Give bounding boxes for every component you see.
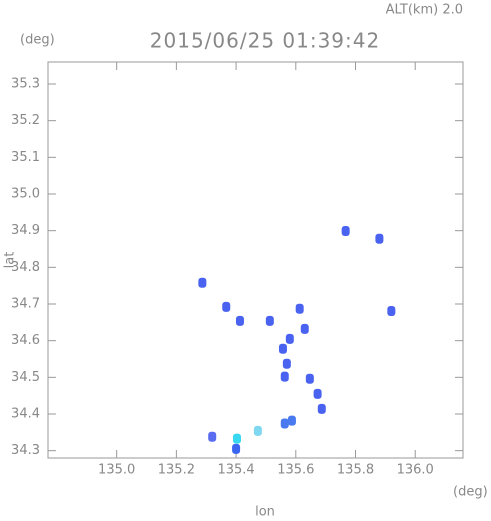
y-tick-label: 35.3 xyxy=(11,77,40,92)
x-tick-label: 135.8 xyxy=(337,463,374,478)
x-tick-label: 135.2 xyxy=(158,463,195,478)
echo xyxy=(235,315,244,326)
echo xyxy=(313,388,322,399)
echo xyxy=(317,403,326,414)
y-tick-label: 34.7 xyxy=(11,297,40,312)
echo xyxy=(387,305,396,316)
plot-frame xyxy=(47,61,464,459)
y-axis-label: lat xyxy=(3,252,18,269)
y-tick-label: 34.3 xyxy=(11,443,40,458)
y-tick-label: 35.1 xyxy=(11,150,40,165)
echo xyxy=(232,433,241,444)
y-tick-label: 35.2 xyxy=(11,113,40,128)
echo xyxy=(300,323,309,334)
y-unit: (deg) xyxy=(20,33,55,48)
echo xyxy=(341,226,350,237)
echo xyxy=(222,301,231,312)
y-tick-label: 34.6 xyxy=(11,333,40,348)
echo xyxy=(375,233,384,244)
echo xyxy=(287,415,296,426)
echo xyxy=(278,343,287,354)
echo xyxy=(295,303,304,314)
chart-title: 2015/06/25 01:39:42 xyxy=(150,29,380,53)
echo xyxy=(282,358,291,369)
y-tick-label: 35.0 xyxy=(11,187,40,202)
x-axis-label: lon xyxy=(255,505,275,520)
y-tick-label: 34.8 xyxy=(11,260,40,275)
echo xyxy=(285,333,294,344)
altitude: ALT(km) 2.0 xyxy=(386,3,463,18)
x-tick-label: 136.0 xyxy=(397,463,434,478)
echo xyxy=(305,373,314,384)
echo xyxy=(253,425,262,436)
x-tick-label: 135.0 xyxy=(98,463,135,478)
echo xyxy=(265,315,274,326)
echo xyxy=(280,371,289,382)
echo xyxy=(280,418,289,429)
x-tick-label: 135.4 xyxy=(217,463,254,478)
x-unit: (deg) xyxy=(453,485,488,500)
echo xyxy=(208,431,217,442)
x-tick-label: 135.6 xyxy=(277,463,314,478)
y-tick-label: 34.9 xyxy=(11,223,40,238)
echo xyxy=(232,443,241,454)
y-tick-label: 34.4 xyxy=(11,407,40,422)
y-tick-label: 34.5 xyxy=(11,370,40,385)
echo xyxy=(198,277,207,288)
